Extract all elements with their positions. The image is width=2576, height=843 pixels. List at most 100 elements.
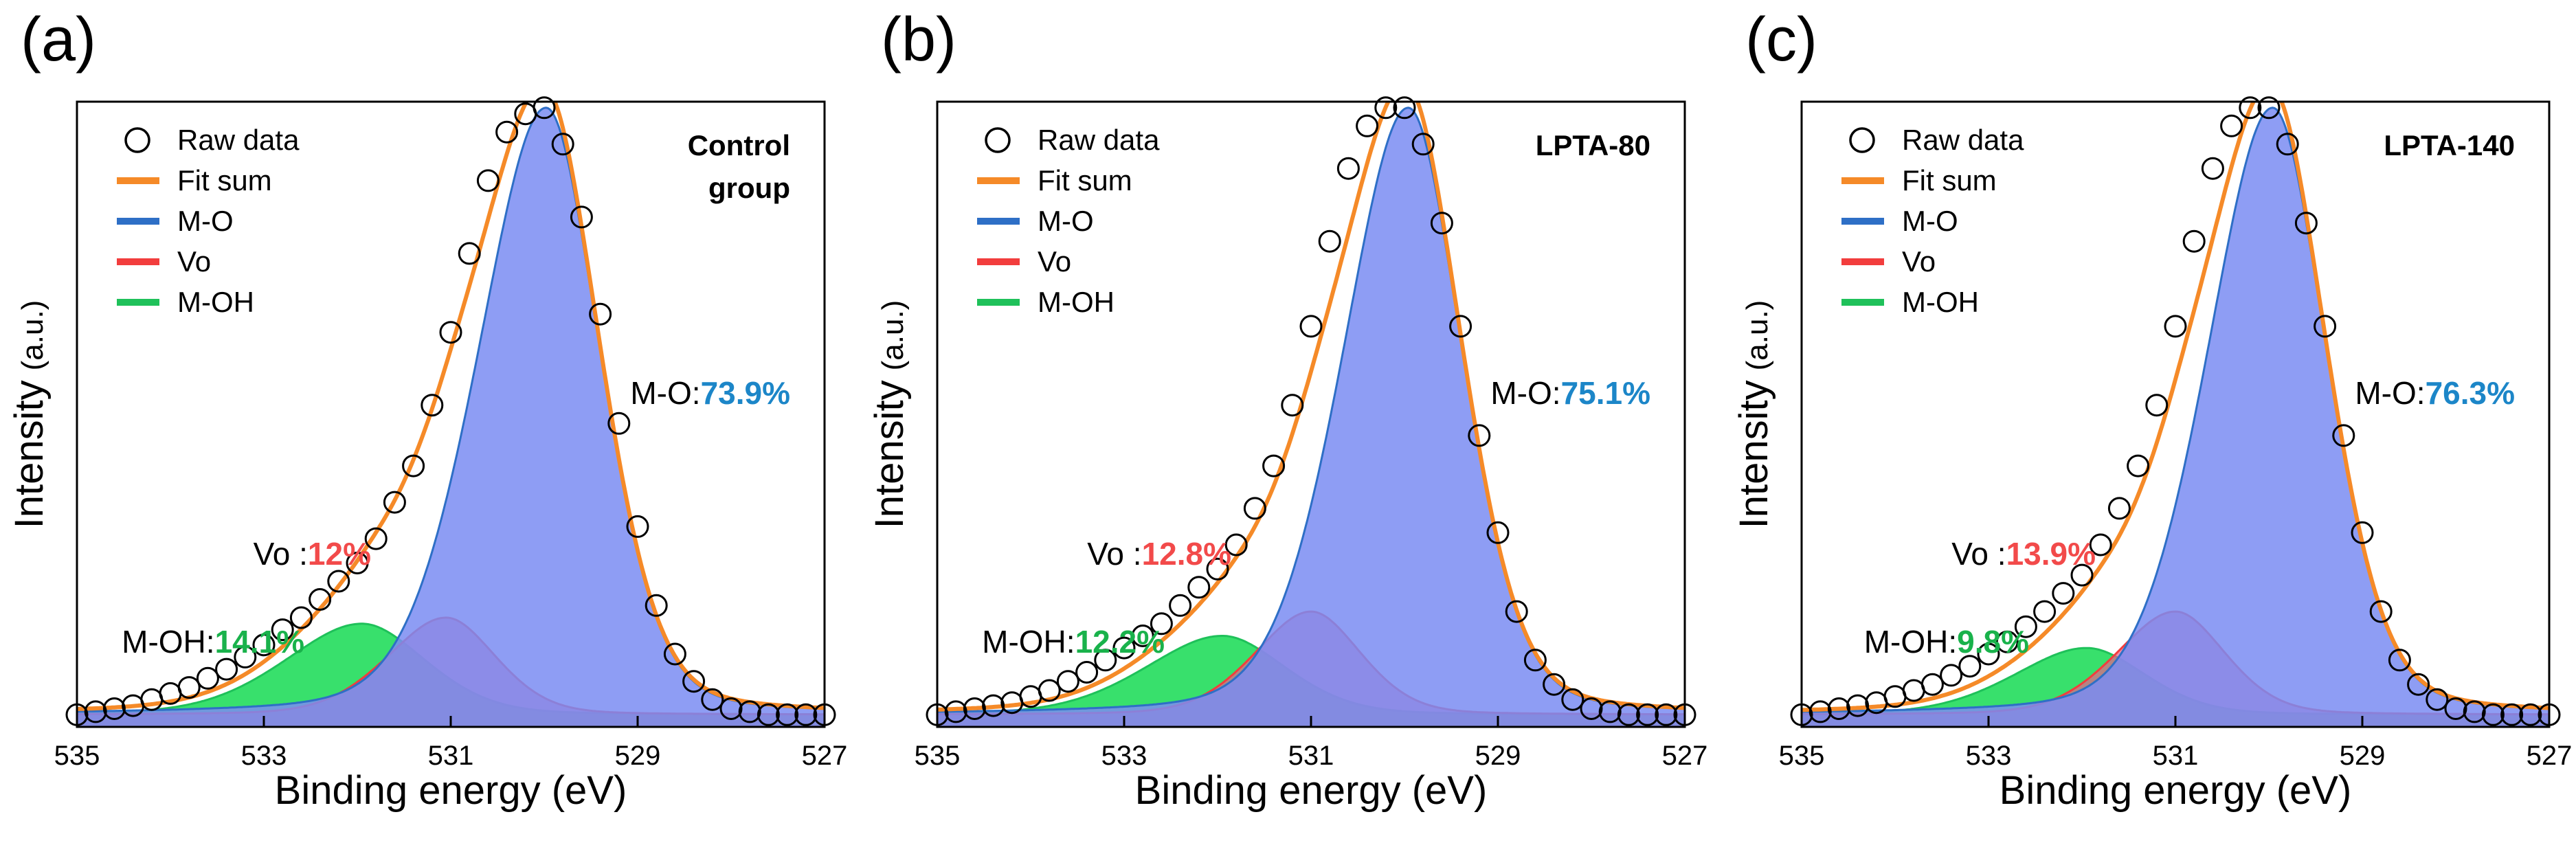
raw-data-point xyxy=(1486,521,1510,544)
raw-data-point xyxy=(140,688,164,711)
legend-m-o-label: M-O xyxy=(1902,205,1958,237)
raw-data-point xyxy=(1131,625,1154,647)
raw-data-point xyxy=(421,394,444,417)
legend-m-oh-label: M-OH xyxy=(1038,286,1115,318)
x-tick-label: 535 xyxy=(1779,741,1825,771)
raw-data-point xyxy=(2369,600,2393,623)
raw-data-point xyxy=(944,700,967,723)
raw-data-point xyxy=(2276,133,2299,156)
annotation-vo-prefix: Vo : xyxy=(1087,536,1141,572)
raw-data-point xyxy=(346,552,369,574)
plot-area xyxy=(937,102,1685,727)
legend-raw-data-marker xyxy=(124,127,150,153)
annotation-vo-value: 12.8% xyxy=(1142,536,1231,572)
y-axis-label-unit: (a.u.) xyxy=(876,300,910,371)
annotation-m-oh-value: 14.1% xyxy=(215,624,304,660)
raw-data-point xyxy=(383,491,406,514)
annotation-m-oh: M-OH:14.1% xyxy=(122,624,304,660)
annotation-m-o-prefix: M-O: xyxy=(2355,375,2425,411)
panel-label: (a) xyxy=(21,5,96,74)
raw-data-point xyxy=(1902,679,1925,702)
raw-data-point xyxy=(1958,655,1982,678)
raw-data-point xyxy=(402,454,425,477)
raw-data-point xyxy=(1920,673,1944,696)
raw-data-point xyxy=(2127,454,2150,477)
panel-label: (b) xyxy=(881,5,956,74)
raw-data-point xyxy=(2519,703,2542,726)
annotation-m-o-value: 76.3% xyxy=(2426,375,2515,411)
raw-data-point xyxy=(719,697,743,720)
legend-raw-data-marker xyxy=(1849,127,1875,153)
x-tick-label: 529 xyxy=(1475,741,1521,771)
raw-data-point xyxy=(102,697,126,720)
x-axis-label: Binding energy (eV) xyxy=(1135,768,1488,813)
raw-data-point xyxy=(1038,679,1061,702)
raw-data-point xyxy=(2052,582,2075,605)
x-tick-label: 527 xyxy=(2527,741,2573,771)
raw-data-point xyxy=(533,96,556,120)
raw-data-point xyxy=(589,302,612,326)
x-tick-label: 529 xyxy=(615,741,661,771)
raw-data-point xyxy=(1243,497,1266,520)
raw-data-point xyxy=(1187,576,1211,599)
y-axis-label: Intensity (a.u.) xyxy=(867,300,912,529)
raw-data-point xyxy=(2182,229,2206,253)
annotation-vo: Vo :12% xyxy=(254,536,371,572)
raw-data-point xyxy=(458,242,481,265)
peak-m-o-area xyxy=(937,107,1685,727)
annotation-m-oh-prefix: M-OH: xyxy=(1864,624,1957,660)
raw-data-point xyxy=(2220,114,2243,137)
y-axis-label: Intensity (a.u.) xyxy=(1732,300,1776,529)
raw-data-point xyxy=(757,703,780,726)
raw-data-point xyxy=(2033,600,2057,623)
raw-data-point xyxy=(1318,229,1341,253)
annotation-vo-value: 12% xyxy=(308,536,371,572)
raw-data-point xyxy=(1299,315,1323,338)
x-tick-label: 531 xyxy=(1288,741,1334,771)
raw-data-point xyxy=(663,642,686,666)
raw-data-point xyxy=(1056,670,1079,693)
raw-data-point xyxy=(607,412,631,435)
x-tick-label: 533 xyxy=(1966,741,2012,771)
raw-data-point xyxy=(2332,424,2355,447)
annotation-m-o: M-O:76.3% xyxy=(2355,375,2515,411)
annotation-m-oh-prefix: M-OH: xyxy=(982,624,1075,660)
annotation-vo-value: 13.9% xyxy=(2006,536,2096,572)
raw-data-point xyxy=(551,133,574,156)
raw-data-point xyxy=(1523,649,1547,672)
raw-data-point xyxy=(84,700,107,723)
sample-label: LPTA-140 xyxy=(2384,129,2515,161)
raw-data-point xyxy=(439,321,462,344)
raw-data-point xyxy=(1636,703,1659,726)
x-tick-label: 527 xyxy=(802,741,848,771)
plot-area xyxy=(77,102,825,727)
raw-data-point xyxy=(1827,697,1850,720)
annotation-vo-prefix: Vo : xyxy=(254,536,308,572)
y-axis-label-main: Intensity xyxy=(1732,380,1776,528)
raw-data-point xyxy=(364,527,388,550)
raw-data-point xyxy=(1224,533,1248,557)
raw-data-point xyxy=(215,657,238,681)
raw-data-point xyxy=(196,666,219,690)
raw-data-point xyxy=(1580,697,1603,720)
raw-data-point xyxy=(1430,212,1453,235)
raw-data-point xyxy=(289,606,313,629)
raw-data-point xyxy=(738,700,761,723)
raw-data-point xyxy=(1449,315,1472,338)
raw-data-point xyxy=(234,645,257,668)
raw-data-point xyxy=(309,588,332,611)
fit-sum-line xyxy=(77,102,825,711)
raw-data-point xyxy=(271,618,294,642)
x-tick-label: 527 xyxy=(1662,741,1708,771)
raw-data-point xyxy=(982,694,1005,717)
sample-label: Control xyxy=(688,129,790,161)
raw-data-point xyxy=(2070,563,2094,587)
raw-data-point xyxy=(1281,394,1304,417)
raw-data-point xyxy=(1393,96,1416,120)
sample-label: group xyxy=(708,172,790,204)
legend-fit-sum-label: Fit sum xyxy=(1038,164,1132,196)
raw-data-point xyxy=(1336,157,1360,180)
legend-m-oh-label: M-OH xyxy=(177,286,254,318)
